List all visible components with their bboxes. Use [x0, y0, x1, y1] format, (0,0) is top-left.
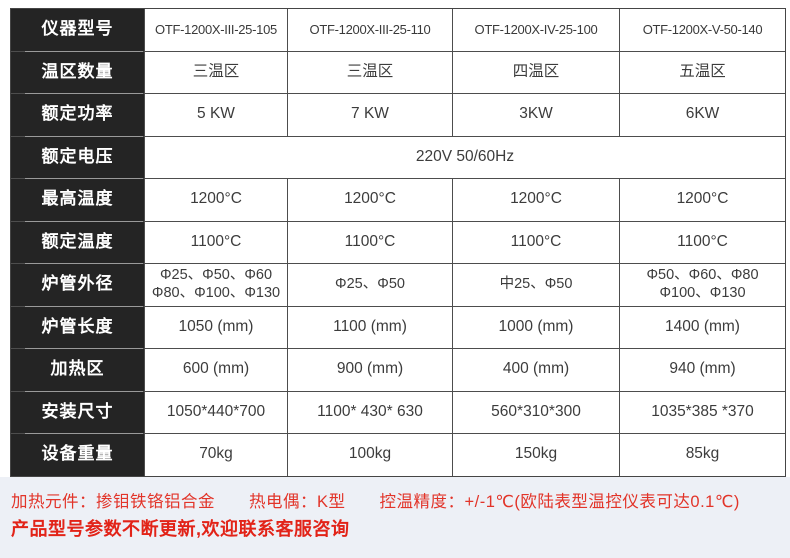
cell-dimensions-1: 1050*440*700 [145, 391, 287, 433]
cell-tube-od-1: Φ25、Φ50、Φ60 Φ80、Φ100、Φ130 [145, 264, 287, 306]
cell-tube-od-4: Φ50、Φ60、Φ80 Φ100、Φ130 [620, 264, 785, 306]
cell-zones-4: 五温区 [620, 51, 785, 93]
cell-weight-4: 85kg [620, 434, 785, 476]
row-label-tube-od: 炉管外径 [11, 264, 144, 306]
cell-model-2: OTF-1200X-III-25-110 [288, 9, 452, 51]
cell-weight-2: 100kg [288, 434, 452, 476]
cell-max-temp-2: 1200°C [288, 179, 452, 221]
cell-weight-3: 150kg [453, 434, 619, 476]
row-label-model: 仪器型号 [11, 9, 144, 51]
cell-power-1: 5 KW [145, 94, 287, 136]
cell-weight-1: 70kg [145, 434, 287, 476]
cell-tube-length-1: 1050 (mm) [145, 306, 287, 348]
cell-dimensions-3: 560*310*300 [453, 391, 619, 433]
row-label-weight: 设备重量 [11, 434, 144, 476]
footer-note-model-update: 产品型号参数不断更新,欢迎联系客服咨询 [11, 519, 350, 539]
cell-rated-temp-1: 1100°C [145, 221, 287, 263]
cell-tube-length-4: 1400 (mm) [620, 306, 785, 348]
cell-power-2: 7 KW [288, 94, 452, 136]
row-label-tube-length: 炉管长度 [11, 306, 144, 349]
row-label-power: 额定功率 [11, 94, 144, 136]
cell-power-3: 3KW [453, 94, 619, 136]
cell-zones-1: 三温区 [145, 51, 287, 93]
cell-tube-length-2: 1100 (mm) [288, 306, 452, 348]
cell-voltage-merged: 220V 50/60Hz [145, 136, 785, 178]
row-label-zones: 温区数量 [11, 51, 144, 94]
footer-band [0, 477, 790, 558]
row-label-dimensions: 安装尺寸 [11, 391, 144, 434]
cell-tube-od-3: 中25、Φ50 [453, 264, 619, 306]
row-label-heating-zone: 加热区 [11, 349, 144, 391]
cell-heating-zone-3: 400 (mm) [453, 349, 619, 391]
cell-zones-3: 四温区 [453, 51, 619, 93]
cell-power-4: 6KW [620, 94, 785, 136]
cell-max-temp-3: 1200°C [453, 179, 619, 221]
row-label-voltage: 额定电压 [11, 136, 144, 179]
cell-rated-temp-4: 1100°C [620, 221, 785, 263]
cell-model-3: OTF-1200X-IV-25-100 [453, 9, 619, 51]
cell-heating-zone-4: 940 (mm) [620, 349, 785, 391]
cell-heating-zone-2: 900 (mm) [288, 349, 452, 391]
cell-rated-temp-2: 1100°C [288, 221, 452, 263]
cell-tube-length-3: 1000 (mm) [453, 306, 619, 348]
cell-dimensions-2: 1100* 430* 630 [288, 391, 452, 433]
cell-tube-od-2: Φ25、Φ50 [288, 264, 452, 306]
cell-heating-zone-1: 600 (mm) [145, 349, 287, 391]
cell-zones-2: 三温区 [288, 51, 452, 93]
footer-note-heating-element: 加热元件：掺钼铁铬铝合金 热电偶：K型 控温精度：+/-1℃(欧陆表型温控仪表可… [11, 493, 740, 511]
cell-max-temp-1: 1200°C [145, 179, 287, 221]
cell-rated-temp-3: 1100°C [453, 221, 619, 263]
spec-table: 仪器型号 OTF-1200X-III-25-105 OTF-1200X-III-… [10, 8, 786, 477]
cell-max-temp-4: 1200°C [620, 179, 785, 221]
row-label-rated-temp: 额定温度 [11, 221, 144, 264]
row-label-max-temp: 最高温度 [11, 179, 144, 221]
cell-dimensions-4: 1035*385 *370 [620, 391, 785, 433]
cell-model-1: OTF-1200X-III-25-105 [145, 9, 287, 51]
cell-model-4: OTF-1200X-V-50-140 [620, 9, 785, 51]
